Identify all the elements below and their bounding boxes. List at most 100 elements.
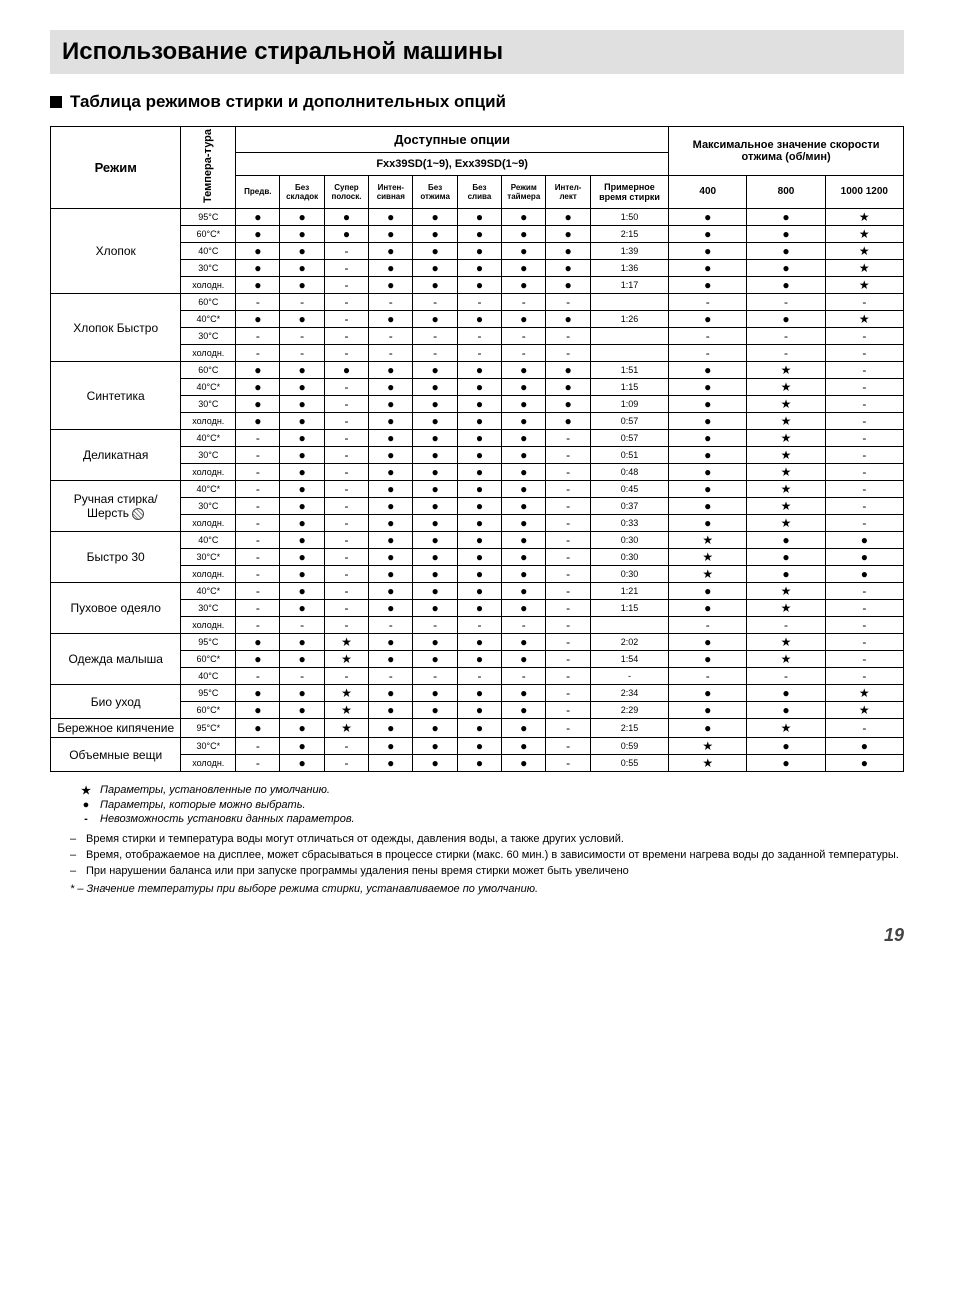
- option-cell: ●: [502, 549, 546, 566]
- legend-symbol: -: [80, 813, 92, 825]
- mode-name: Хлопок: [51, 209, 181, 294]
- note-text: Время стирки и температура воды могут от…: [86, 833, 624, 845]
- time-cell: [590, 617, 668, 634]
- option-cell: -: [280, 294, 324, 311]
- temp-cell: 30°C: [181, 328, 236, 345]
- option-cell: ●: [369, 600, 413, 617]
- spin-cell: ●: [669, 362, 747, 379]
- option-cell: ●: [369, 464, 413, 481]
- temp-cell: 30°C: [181, 600, 236, 617]
- subtitle-row: Таблица режимов стирки и дополнительных …: [50, 92, 904, 112]
- spin-cell: -: [825, 634, 903, 651]
- spin-cell: ●: [747, 755, 825, 772]
- time-cell: 1:36: [590, 260, 668, 277]
- option-cell: ●: [502, 634, 546, 651]
- option-cell: ●: [502, 226, 546, 243]
- time-cell: 2:34: [590, 685, 668, 702]
- mode-name: Деликатная: [51, 430, 181, 481]
- spin-cell: ●: [747, 311, 825, 328]
- option-cell: ●: [369, 243, 413, 260]
- temp-cell: холодн.: [181, 345, 236, 362]
- temp-cell: 40°C: [181, 532, 236, 549]
- option-cell: -: [236, 532, 280, 549]
- time-cell: 2:15: [590, 226, 668, 243]
- option-cell: ●: [413, 566, 457, 583]
- time-cell: 1:21: [590, 583, 668, 600]
- time-cell: 1:51: [590, 362, 668, 379]
- time-cell: 1:50: [590, 209, 668, 226]
- option-cell: -: [502, 328, 546, 345]
- temp-cell: 60°C: [181, 294, 236, 311]
- option-cell: ●: [546, 243, 590, 260]
- option-cell: ●: [236, 396, 280, 413]
- option-cell: ●: [236, 362, 280, 379]
- header-option-3: Интен-сивная: [369, 175, 413, 208]
- option-cell: ●: [413, 702, 457, 719]
- option-cell: ●: [457, 447, 501, 464]
- option-cell: -: [546, 498, 590, 515]
- option-cell: ●: [280, 651, 324, 668]
- spin-cell: ●: [669, 583, 747, 600]
- header-spin-2: 1000 1200: [825, 175, 903, 208]
- option-cell: ●: [546, 311, 590, 328]
- time-cell: 0:33: [590, 515, 668, 532]
- option-cell: -: [546, 430, 590, 447]
- option-cell: ●: [502, 260, 546, 277]
- option-cell: -: [324, 430, 368, 447]
- option-cell: ●: [502, 396, 546, 413]
- option-cell: ●: [369, 755, 413, 772]
- spin-cell: ●: [669, 396, 747, 413]
- mode-name: Пуховое одеяло: [51, 583, 181, 634]
- temp-cell: 40°C*: [181, 430, 236, 447]
- time-cell: [590, 328, 668, 345]
- option-cell: ●: [280, 379, 324, 396]
- option-cell: -: [457, 328, 501, 345]
- option-cell: ●: [502, 481, 546, 498]
- option-cell: ●: [457, 379, 501, 396]
- option-cell: ●: [280, 549, 324, 566]
- table-row: Био уход95°C●●★●●●●-2:34●●★: [51, 685, 904, 702]
- option-cell: -: [546, 515, 590, 532]
- option-cell: ●: [413, 481, 457, 498]
- legend-text: Параметры, установленные по умолчанию.: [100, 784, 330, 797]
- header-models: Fxx39SD(1~9), Exx39SD(1~9): [236, 153, 669, 175]
- option-cell: ●: [236, 413, 280, 430]
- temp-cell: 40°C*: [181, 379, 236, 396]
- option-cell: ●: [502, 532, 546, 549]
- option-cell: -: [280, 345, 324, 362]
- spin-cell: ●: [747, 685, 825, 702]
- option-cell: ●: [280, 447, 324, 464]
- option-cell: ●: [457, 651, 501, 668]
- option-cell: -: [236, 464, 280, 481]
- option-cell: ●: [280, 311, 324, 328]
- option-cell: ●: [502, 413, 546, 430]
- note-row: –Время, отображаемое на дисплее, может с…: [50, 849, 904, 861]
- option-cell: -: [324, 243, 368, 260]
- option-cell: ●: [546, 396, 590, 413]
- option-cell: -: [236, 600, 280, 617]
- option-cell: ●: [457, 634, 501, 651]
- option-cell: ●: [413, 583, 457, 600]
- option-cell: ●: [502, 600, 546, 617]
- option-cell: -: [546, 719, 590, 738]
- option-cell: ★: [324, 702, 368, 719]
- option-cell: ●: [280, 413, 324, 430]
- option-cell: ●: [546, 413, 590, 430]
- option-cell: ●: [413, 738, 457, 755]
- option-cell: ●: [369, 566, 413, 583]
- time-cell: 0:30: [590, 549, 668, 566]
- spin-cell: ●: [669, 481, 747, 498]
- option-cell: ●: [546, 277, 590, 294]
- option-cell: ●: [369, 260, 413, 277]
- option-cell: ●: [280, 755, 324, 772]
- temp-cell: 40°C*: [181, 481, 236, 498]
- option-cell: -: [236, 668, 280, 685]
- spin-cell: -: [747, 668, 825, 685]
- option-cell: -: [236, 430, 280, 447]
- option-cell: -: [413, 617, 457, 634]
- option-cell: -: [324, 532, 368, 549]
- temp-cell: холодн.: [181, 413, 236, 430]
- option-cell: -: [324, 464, 368, 481]
- temp-cell: холодн.: [181, 755, 236, 772]
- option-cell: ●: [369, 738, 413, 755]
